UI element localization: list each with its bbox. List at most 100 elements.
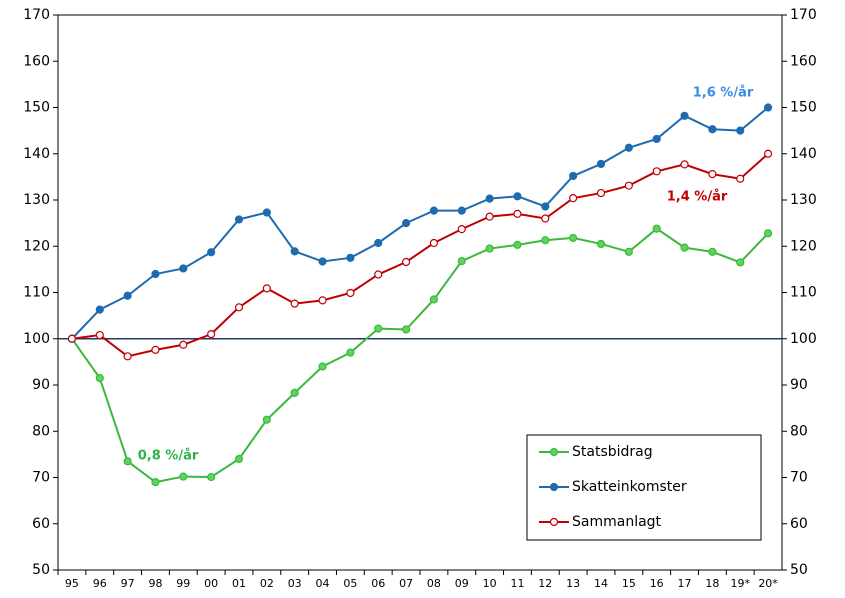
x-tick-label: 15 — [622, 577, 636, 590]
data-point — [262, 208, 271, 217]
data-point — [457, 206, 466, 215]
x-tick-label: 19* — [730, 577, 750, 590]
data-point — [708, 170, 717, 179]
data-point — [401, 257, 411, 267]
x-tick-label: 99 — [176, 577, 190, 590]
y2-tick-label: 80 — [790, 423, 808, 439]
data-point — [290, 247, 299, 256]
y-tick-label: 60 — [32, 516, 50, 532]
data-point — [680, 160, 689, 169]
x-tick-label: 97 — [121, 577, 135, 590]
data-point — [624, 181, 633, 190]
data-point — [541, 202, 550, 211]
data-point — [67, 334, 77, 343]
y2-tick-label: 170 — [790, 7, 817, 23]
y-tick-label: 140 — [23, 146, 50, 162]
data-point — [207, 248, 216, 257]
y2-tick-label: 120 — [790, 238, 817, 254]
data-point — [262, 415, 271, 424]
data-point — [708, 247, 717, 256]
data-point — [624, 143, 633, 152]
annotation: 0,8 %/år — [138, 449, 199, 464]
data-point — [652, 224, 661, 233]
data-point — [95, 330, 104, 340]
data-point — [207, 472, 216, 482]
data-point — [429, 206, 439, 215]
legend-marker — [549, 447, 559, 457]
y2-tick-label: 150 — [790, 100, 817, 116]
data-point — [123, 457, 132, 466]
x-tick-label: 16 — [650, 577, 664, 590]
x-tick-label: 13 — [566, 577, 580, 590]
data-point — [401, 219, 411, 228]
data-point — [318, 296, 327, 305]
data-point — [652, 167, 661, 176]
data-point — [457, 256, 466, 266]
data-point — [596, 188, 606, 198]
data-point — [123, 352, 132, 361]
data-point — [262, 284, 271, 293]
y-tick-label: 160 — [23, 53, 50, 69]
data-point — [763, 103, 773, 112]
y-tick-label: 90 — [32, 377, 50, 393]
x-tick-label: 96 — [93, 577, 107, 590]
data-point — [179, 472, 188, 481]
legend-marker — [549, 482, 559, 492]
data-point — [736, 126, 745, 135]
y2-tick-label: 60 — [790, 516, 808, 532]
data-point — [374, 238, 383, 248]
data-point — [429, 238, 439, 248]
data-point — [374, 324, 383, 333]
data-point — [485, 212, 494, 221]
x-tick-label: 12 — [538, 577, 552, 590]
x-tick-label: 11 — [510, 577, 524, 590]
y-tick-label: 80 — [32, 423, 50, 439]
series-line — [71, 227, 769, 484]
data-point — [207, 330, 216, 339]
data-point — [179, 264, 188, 273]
data-point — [763, 149, 773, 158]
data-point — [708, 125, 717, 134]
data-point — [234, 215, 244, 224]
data-point — [652, 134, 661, 144]
data-point — [569, 194, 578, 203]
data-point — [429, 295, 439, 304]
data-point — [513, 209, 522, 218]
data-point — [151, 478, 160, 487]
data-point — [151, 269, 160, 279]
legend-label: Sammanlagt — [572, 514, 662, 530]
x-tick-label: 06 — [371, 577, 385, 590]
series-line — [71, 106, 769, 340]
x-tick-label: 00 — [204, 577, 218, 590]
annotation: 1,6 %/år — [693, 86, 754, 101]
x-tick-label: 18 — [705, 577, 719, 590]
y2-tick-label: 140 — [790, 146, 817, 162]
y-tick-label: 120 — [23, 238, 50, 254]
x-tick-label: 08 — [427, 577, 441, 590]
data-point — [541, 236, 550, 245]
x-tick-label: 17 — [678, 577, 692, 590]
x-tick-label: 98 — [148, 577, 162, 590]
y2-tick-label: 110 — [790, 285, 817, 301]
data-point — [736, 174, 745, 183]
annotation: 1,4 %/år — [667, 190, 728, 205]
data-point — [569, 171, 578, 181]
legend-label: Statsbidrag — [572, 444, 653, 460]
x-tick-label: 09 — [455, 577, 469, 590]
data-point — [123, 291, 132, 300]
data-point — [318, 362, 327, 371]
y2-tick-label: 70 — [790, 470, 808, 486]
data-point — [485, 194, 494, 203]
y-tick-label: 70 — [32, 470, 50, 486]
series-line — [71, 153, 769, 358]
data-point — [346, 348, 355, 357]
y2-tick-label: 160 — [790, 53, 817, 69]
x-tick-label: 95 — [65, 577, 79, 590]
data-point — [736, 258, 745, 267]
data-point — [179, 340, 188, 349]
x-tick-label: 03 — [288, 577, 302, 590]
x-tick-label: 20* — [758, 577, 778, 590]
y-tick-label: 170 — [23, 7, 50, 23]
y2-tick-label: 50 — [790, 562, 808, 578]
